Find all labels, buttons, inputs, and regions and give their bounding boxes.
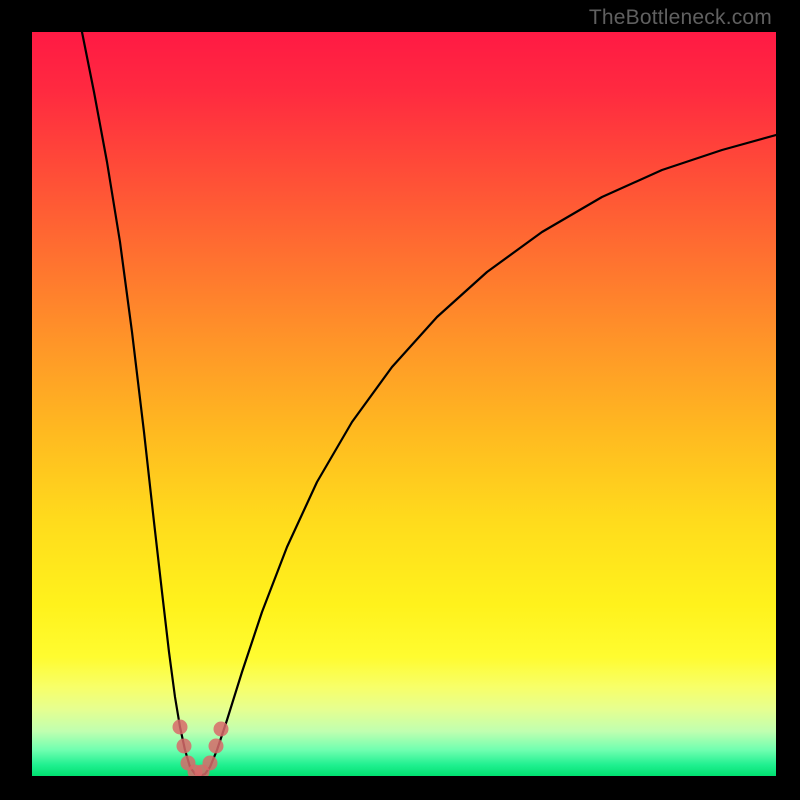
- chart-container: TheBottleneck.com: [0, 0, 800, 800]
- curve-marker: [209, 739, 224, 754]
- plot-area: [32, 32, 776, 776]
- curve-markers: [173, 720, 229, 777]
- border-left: [0, 0, 32, 800]
- border-right: [776, 0, 800, 800]
- curve-marker: [173, 720, 188, 735]
- curve-marker: [203, 756, 218, 771]
- bottleneck-curve: [82, 32, 776, 776]
- curve-marker: [214, 722, 229, 737]
- curve-layer: [32, 32, 776, 776]
- border-bottom: [0, 776, 800, 800]
- watermark-text: TheBottleneck.com: [589, 6, 772, 30]
- curve-marker: [177, 739, 192, 754]
